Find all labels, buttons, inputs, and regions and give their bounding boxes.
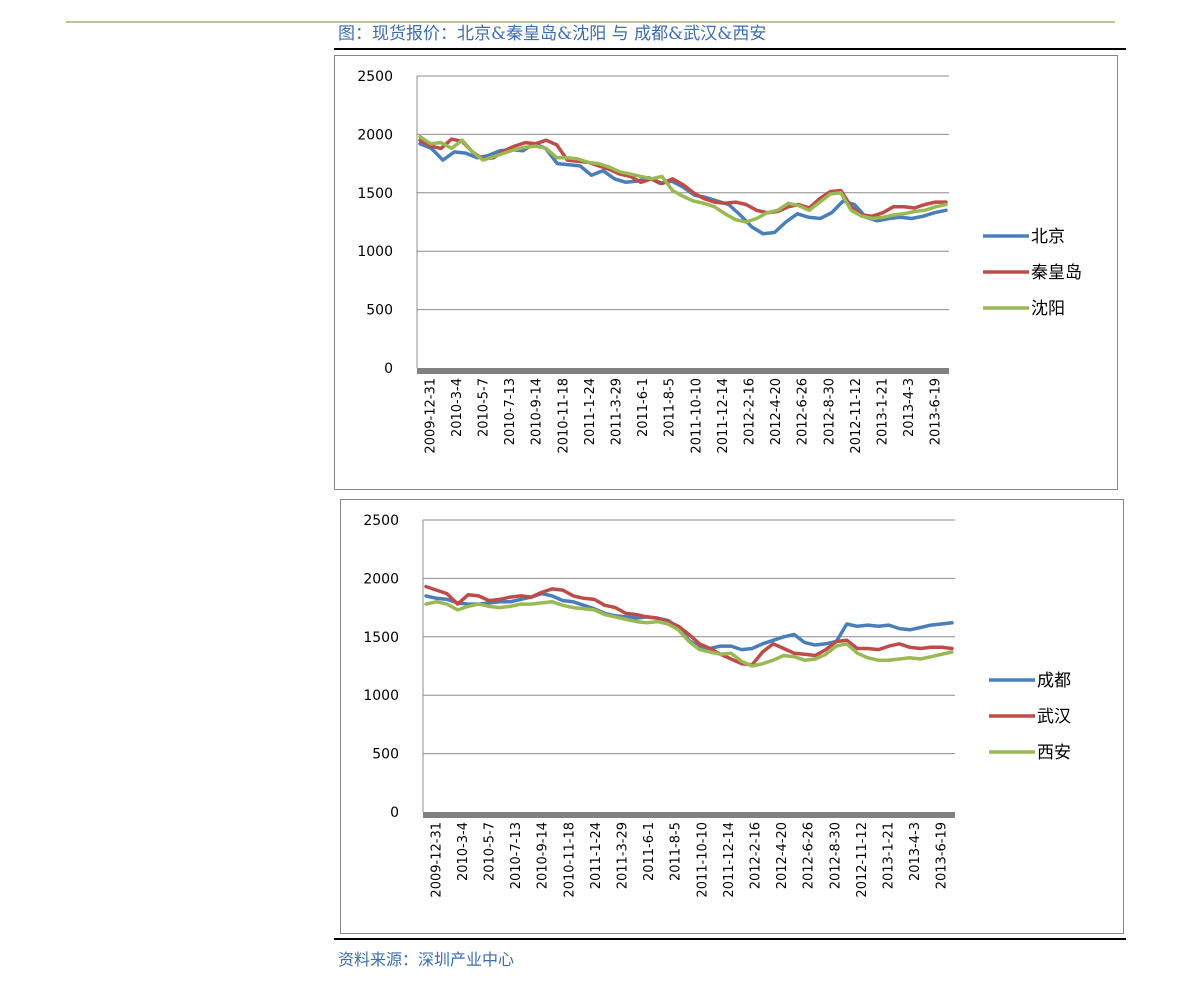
x-tick-label: 2012-6-26 [796,378,811,445]
legend-label: 武汉 [1037,707,1071,727]
x-tick-label: 2011-8-5 [663,378,678,437]
x-tick-label: 2012-4-20 [775,822,790,889]
x-tick-label: 2012-6-26 [802,822,817,889]
beijing-qinhuangdao-shenyang-price-chart: 0 500 1000 1500 2000 2500 2009-12-31 2010-3-4 20… [334,55,1118,490]
x-tick-label: 2011-3-29 [610,378,625,445]
x-tick-label: 2012-8-30 [828,822,843,889]
x-tick-label: 2011-6-1 [636,378,651,437]
x-tick-label: 2013-1-21 [882,822,897,889]
series-line-3 [418,134,948,224]
x-tick-label: 2011-8-5 [669,822,684,881]
x-tick-label: 2010-9-14 [536,822,551,889]
x-tick-label: 2010-7-13 [509,822,524,889]
x-tick-label: 2012-11-12 [855,822,870,898]
y-tick-label: 1000 [363,688,399,704]
y-tick-label: 1000 [357,244,393,260]
x-tick-label: 2012-2-16 [749,822,764,889]
x-tick-label: 2009-12-31 [429,822,444,898]
series-line-2 [424,584,954,667]
title-underline-rule [334,48,1126,50]
y-tick-label: 2000 [357,127,393,143]
x-tick-label: 2011-10-10 [695,822,710,898]
y-tick-label: 2000 [363,571,399,587]
series-line-1 [418,141,948,236]
y-tick-label: 500 [372,747,399,763]
legend-label: 北京 [1031,227,1065,247]
y-tick-label: 1500 [357,186,393,202]
source-rule [334,938,1126,940]
x-tick-label: 2011-6-1 [642,822,657,881]
x-tick-label: 2011-12-14 [716,378,731,454]
y-tick-label: 500 [366,303,393,319]
x-tick-label: 2012-2-16 [743,378,758,445]
x-tick-label: 2010-7-13 [503,378,518,445]
top-decorative-rule [66,21,1115,23]
x-tick-label: 2010-3-4 [450,378,465,437]
x-axis [417,368,949,374]
x-tick-label: 2011-1-24 [589,822,604,889]
x-tick-label: 2010-11-18 [562,822,577,898]
x-tick-label: 2013-4-3 [902,378,917,437]
x-tick-label: 2010-3-4 [456,822,471,881]
x-tick-label: 2010-5-7 [483,822,498,881]
series-line-3 [424,600,954,668]
x-tick-label: 2011-10-10 [689,378,704,454]
x-tick-label: 2011-12-14 [722,822,737,898]
legend-label: 西安 [1037,743,1071,763]
y-tick-label: 0 [384,361,393,377]
x-tick-label: 2010-11-18 [556,378,571,454]
source-note: 资料来源：深圳产业中心 [338,950,515,969]
legend-label: 成都 [1037,671,1071,691]
x-tick-label: 2013-4-3 [908,822,923,881]
x-tick-label: 2012-8-30 [822,378,837,445]
x-tick-label: 2012-4-20 [769,378,784,445]
y-tick-label: 2500 [357,69,393,85]
x-axis [423,812,955,818]
legend-label: 沈阳 [1031,299,1065,319]
chengdu-wuhan-xian-price-chart: 0 500 1000 1500 2000 2500 2009-12-31 2010-3-4 20… [340,499,1124,934]
x-tick-label: 2010-9-14 [530,378,545,445]
figure-title: 图：现货报价：北京&秦皇岛&沈阳 与 成都&武汉&西安 [338,24,767,44]
x-tick-label: 2009-12-31 [423,378,438,454]
x-tick-label: 2011-1-24 [583,378,598,445]
x-tick-label: 2010-5-7 [477,378,492,437]
x-tick-label: 2013-1-21 [876,378,891,445]
x-tick-label: 2011-3-29 [616,822,631,889]
x-tick-label: 2013-6-19 [935,822,950,889]
y-tick-label: 1500 [363,630,399,646]
x-tick-label: 2012-11-12 [849,378,864,454]
legend-label: 秦皇岛 [1031,263,1082,283]
x-tick-label: 2013-6-19 [929,378,944,445]
y-tick-label: 2500 [363,513,399,529]
y-tick-label: 0 [390,805,399,821]
